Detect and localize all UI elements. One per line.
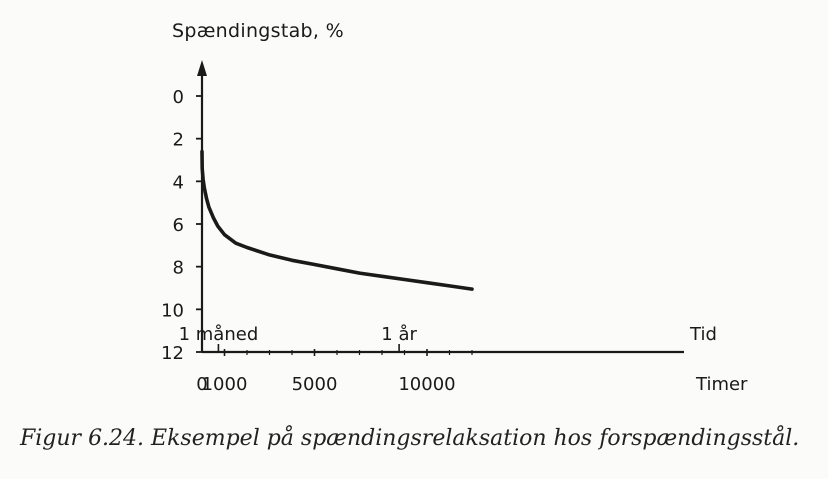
relaxation-curve	[200, 149, 474, 291]
x-axis-label: Timer	[695, 374, 748, 395]
x-secondary-label: Tid	[689, 324, 717, 345]
annotation-label: 1 år	[381, 324, 417, 345]
y-tick-label: 8	[173, 258, 184, 279]
y-tick-label: 0	[173, 87, 184, 108]
x-tick-label: 10000	[398, 374, 455, 395]
y-tick-label: 12	[161, 343, 184, 364]
x-tick-label: 0	[196, 374, 207, 395]
y-tick-label: 2	[173, 130, 184, 151]
y-tick-label: 6	[173, 215, 184, 236]
annotation-label: 1 måned	[179, 324, 259, 345]
x-tick-label: 5000	[292, 374, 338, 395]
y-axis-arrow	[197, 60, 207, 76]
x-tick-label: 1000	[202, 374, 248, 395]
y-axis-title: Spændingstab, %	[172, 20, 344, 42]
figure-caption: Figur 6.24. Eksempel på spændingsrelaksa…	[20, 426, 800, 451]
y-tick-label: 10	[161, 300, 184, 321]
y-tick-label: 4	[173, 172, 184, 193]
